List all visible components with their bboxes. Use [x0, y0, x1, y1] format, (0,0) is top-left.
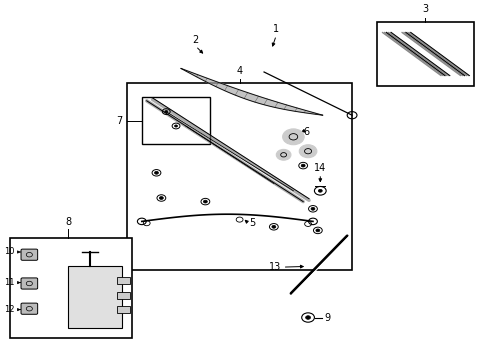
Text: 2: 2	[192, 35, 198, 45]
Circle shape	[154, 171, 158, 174]
Bar	[376, 22, 473, 86]
Bar	[10, 238, 132, 338]
Bar	[117, 292, 129, 299]
Bar	[127, 83, 351, 270]
Circle shape	[271, 225, 275, 228]
Circle shape	[310, 207, 314, 210]
Circle shape	[159, 197, 163, 199]
Circle shape	[301, 164, 305, 167]
Circle shape	[276, 149, 290, 160]
Text: 7: 7	[116, 116, 122, 126]
Circle shape	[282, 129, 304, 145]
Circle shape	[174, 125, 177, 127]
FancyBboxPatch shape	[21, 303, 38, 314]
Circle shape	[299, 145, 316, 158]
Bar	[142, 97, 210, 144]
Polygon shape	[181, 68, 322, 115]
Text: 14: 14	[313, 163, 326, 173]
Circle shape	[203, 200, 207, 203]
Text: 10: 10	[4, 248, 15, 256]
Circle shape	[305, 316, 310, 319]
FancyBboxPatch shape	[21, 278, 38, 289]
Text: 3: 3	[422, 4, 427, 14]
Bar	[117, 277, 129, 284]
Text: 4: 4	[236, 66, 242, 76]
Text: 1: 1	[273, 24, 279, 34]
Bar	[68, 266, 122, 328]
Text: 13: 13	[268, 262, 281, 272]
Circle shape	[164, 111, 167, 113]
FancyBboxPatch shape	[21, 249, 38, 260]
Bar	[117, 306, 129, 313]
Text: 6: 6	[303, 127, 309, 137]
Circle shape	[315, 229, 319, 232]
Text: 5: 5	[249, 218, 255, 228]
Text: 11: 11	[4, 278, 15, 287]
Text: 12: 12	[4, 305, 15, 314]
Text: 8: 8	[65, 217, 71, 227]
Circle shape	[318, 189, 322, 192]
Text: 9: 9	[324, 312, 330, 323]
